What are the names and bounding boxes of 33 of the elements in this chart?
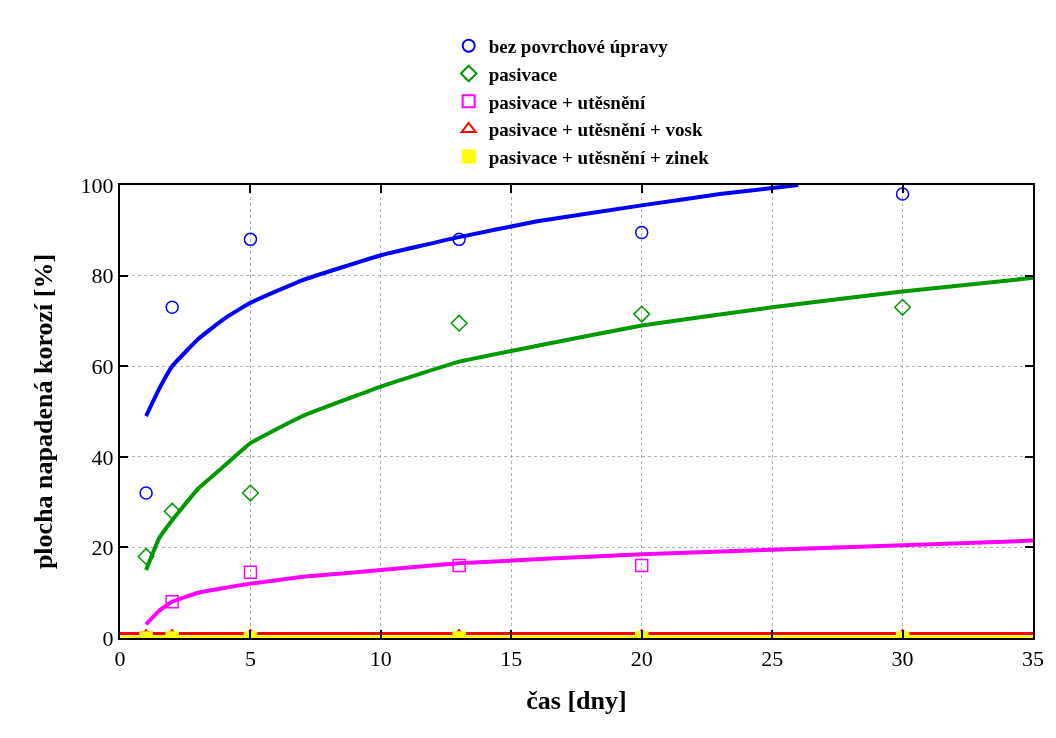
- y-tick-label: 0: [102, 625, 114, 651]
- legend-label: pasivace: [488, 63, 558, 85]
- point: [450, 314, 468, 332]
- y-tick-label: 80: [91, 263, 114, 289]
- y-tick-label: 100: [80, 172, 114, 198]
- y-tick-label: 20: [91, 535, 114, 561]
- x-tick-label: 30: [891, 646, 914, 672]
- legend-label: pasivace + utěsnění: [488, 91, 646, 113]
- point: [243, 232, 258, 247]
- point: [452, 232, 466, 247]
- x-tick-label: 20: [630, 646, 653, 672]
- point: [165, 300, 179, 315]
- x-tick-label: 15: [500, 646, 523, 672]
- x-axis-title: čas [dny]: [526, 685, 627, 715]
- point: [139, 486, 153, 500]
- point: [894, 298, 912, 316]
- x-tick-label: 35: [1022, 646, 1044, 672]
- point: [634, 225, 649, 240]
- y-axis-title: plocha napadená korozí [%]: [29, 253, 59, 570]
- x-tick-label: 5: [244, 646, 256, 672]
- point: [241, 484, 259, 502]
- x-tick-label: 25: [761, 646, 784, 672]
- line-series: [144, 538, 1033, 627]
- y-tick-label: 40: [91, 444, 114, 470]
- point: [633, 305, 651, 323]
- legend-label: pasivace + utěsnění + vosk: [488, 119, 703, 141]
- point: [895, 187, 910, 201]
- legend-label: pasivace + utěsnění + zinek: [488, 147, 710, 168]
- point: [163, 502, 181, 520]
- legend-label: bez povrchové úpravy: [488, 36, 669, 58]
- y-tick-label: 60: [91, 353, 114, 379]
- line-series: [144, 185, 801, 419]
- x-tick-label: 10: [369, 646, 392, 672]
